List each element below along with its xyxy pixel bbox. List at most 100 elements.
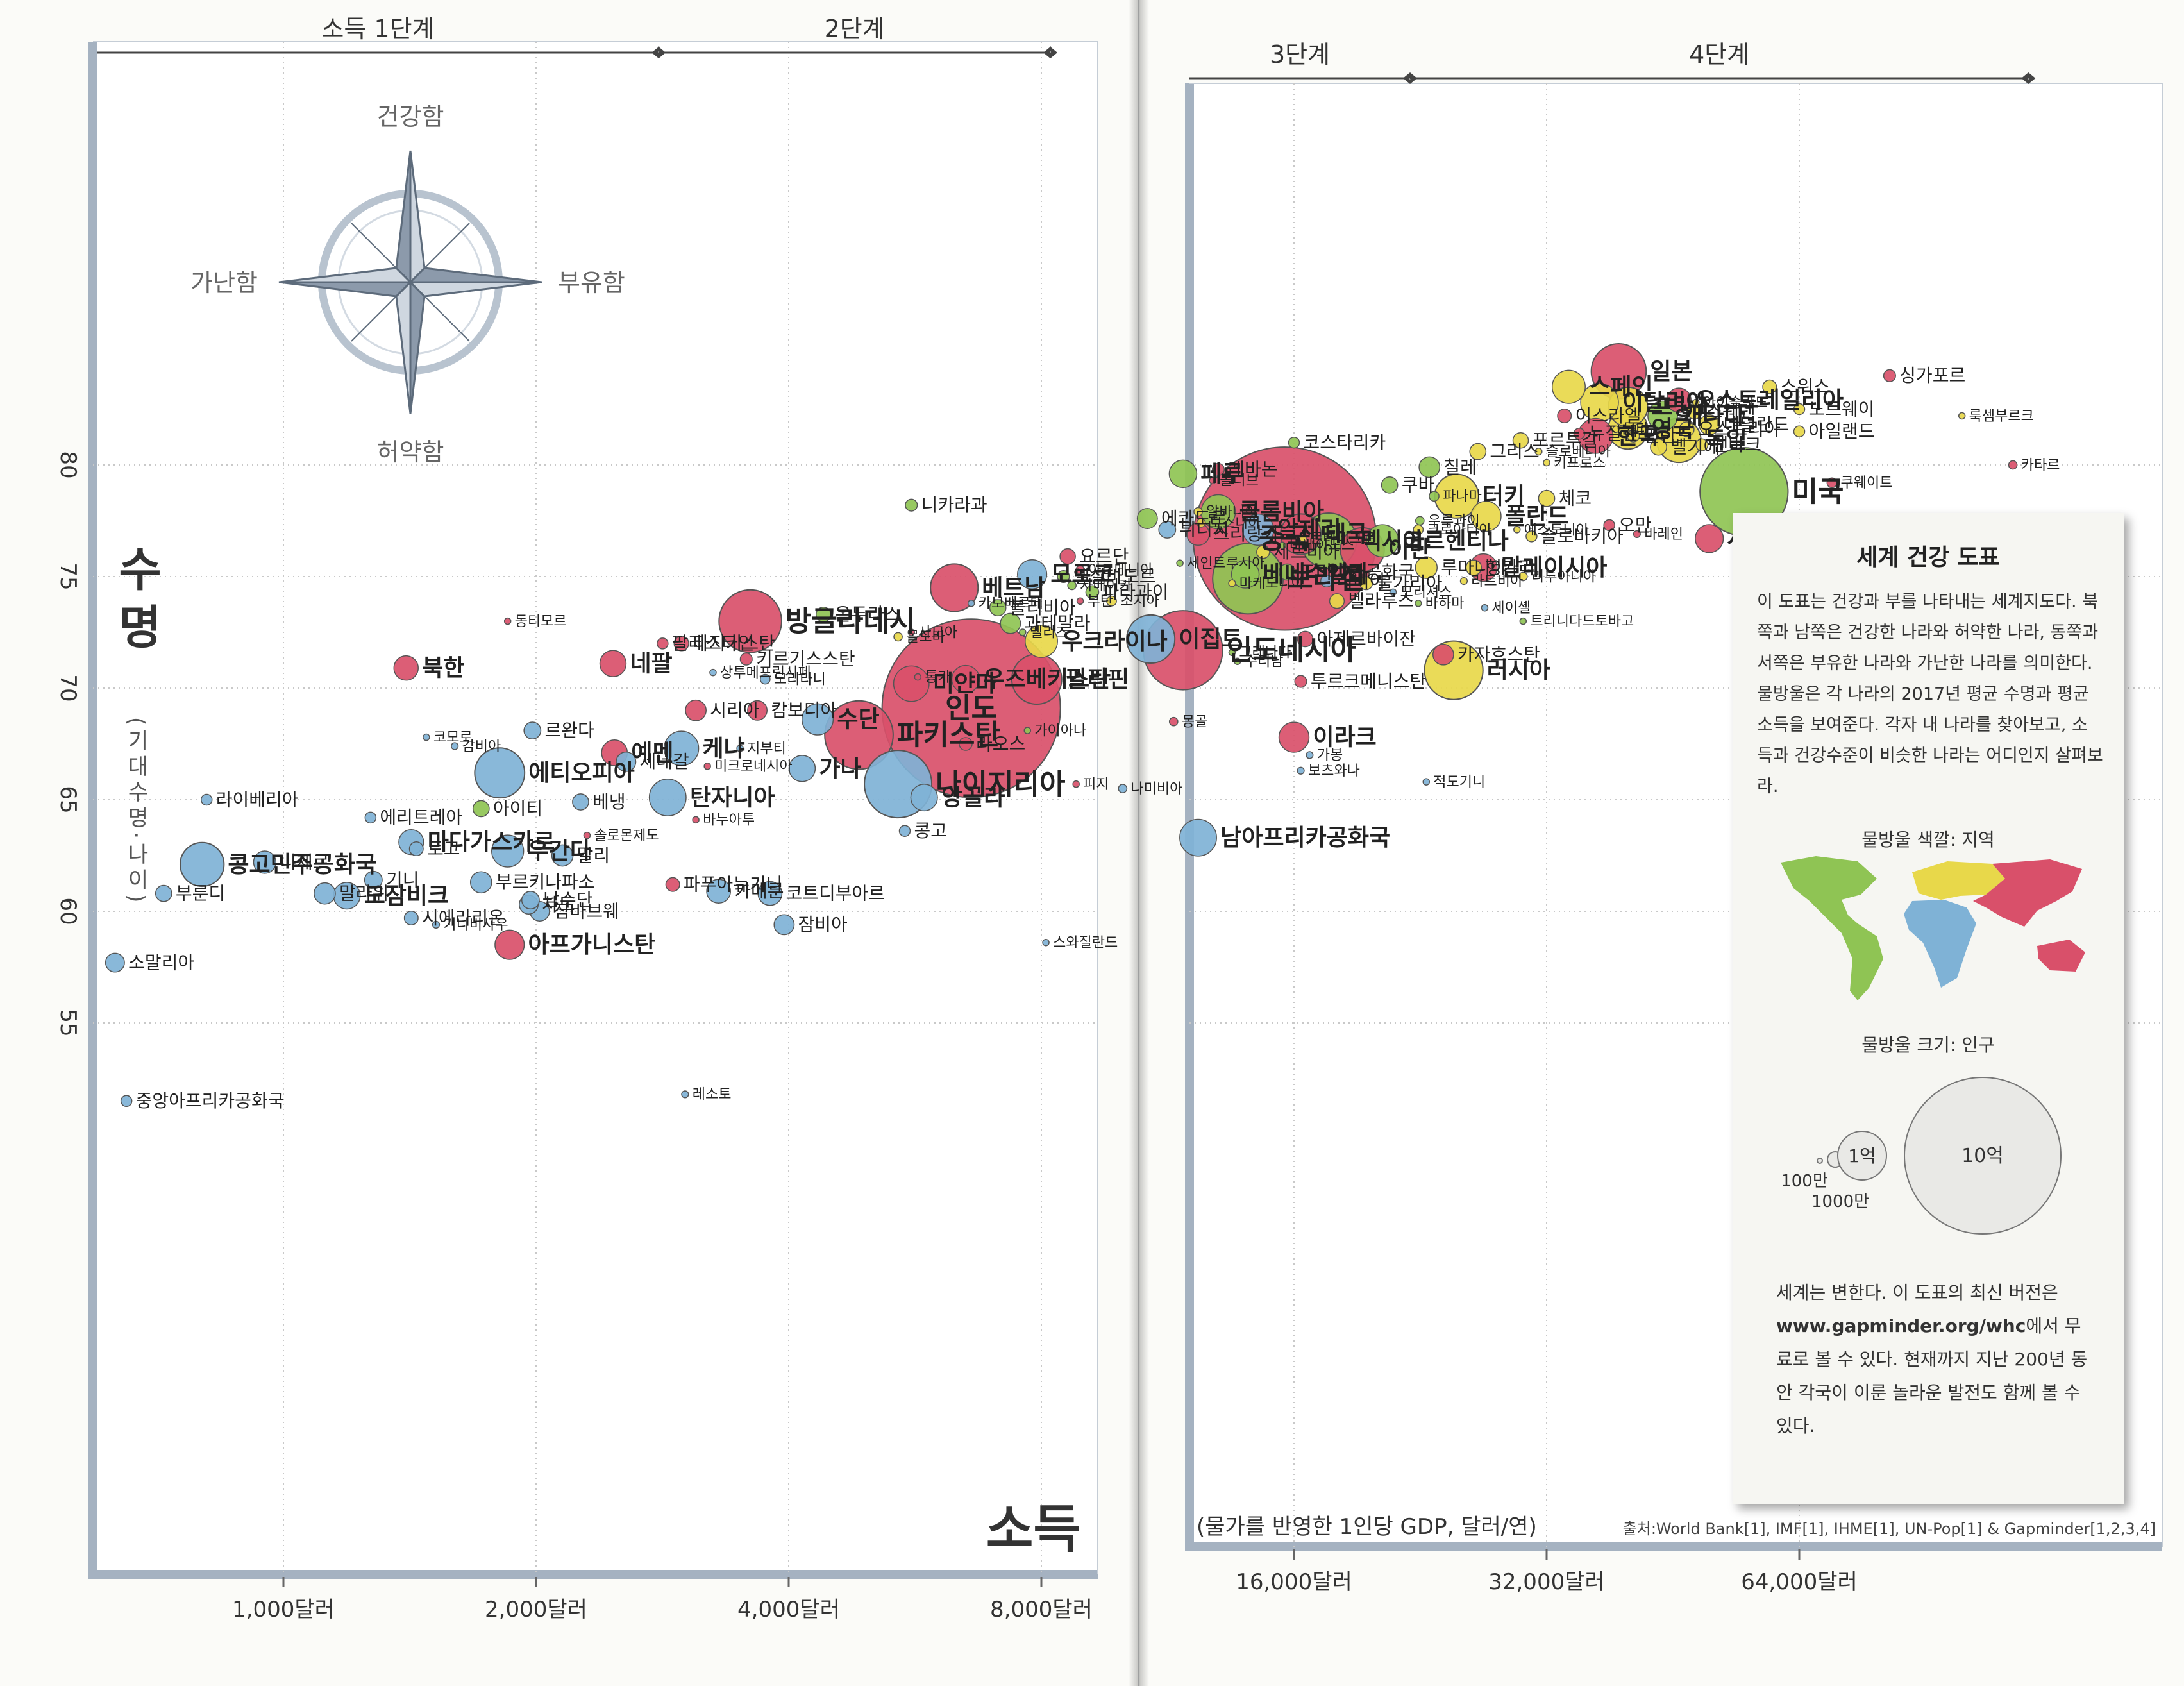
bubble bbox=[881, 618, 1061, 798]
y-tick-label: 80 bbox=[55, 451, 81, 478]
bubble-label: 오스트레일리아 bbox=[1695, 387, 1844, 414]
legend-description: 이 도표는 건강과 부를 나타내는 세계지도다. 북쪽과 남쪽은 건강한 나라와… bbox=[1757, 592, 2103, 797]
bubble bbox=[1279, 541, 1286, 550]
bubble bbox=[491, 834, 525, 868]
bubble-label: 몬테네그로 bbox=[1310, 531, 1375, 547]
bubble-label: 소말리아 bbox=[128, 952, 194, 973]
bubble bbox=[773, 914, 795, 936]
bubble bbox=[1381, 476, 1399, 494]
bubble bbox=[472, 800, 490, 818]
bubble bbox=[1085, 585, 1100, 600]
bubble bbox=[893, 665, 930, 702]
map-asia bbox=[1973, 859, 2082, 927]
bubble-label: 토고 bbox=[427, 838, 460, 859]
bubble-label: 적도기니 bbox=[1433, 774, 1485, 790]
bubble-label: 몰타 bbox=[1623, 422, 1649, 438]
bubble-label: 세르비아 bbox=[1273, 541, 1340, 562]
bubble-label: 오스트리아 bbox=[1698, 419, 1781, 440]
bubble-label: 아이슬란드 bbox=[1703, 395, 1768, 411]
bubble-label: 카타르 bbox=[2021, 457, 2060, 473]
bubble-label: 미크로네시아 bbox=[714, 759, 792, 775]
bubble-label: 아이티 bbox=[493, 798, 542, 819]
bubble-label: 브라질 bbox=[1287, 562, 1365, 595]
bubble bbox=[1573, 428, 1586, 440]
bubble-label: 스페인 bbox=[1589, 374, 1652, 400]
bubble bbox=[747, 700, 768, 721]
bubble bbox=[1075, 565, 1085, 575]
bubble-label: 체코 bbox=[1559, 488, 1592, 509]
bubble bbox=[1059, 548, 1076, 565]
bubble-label: 파키스탄 bbox=[897, 719, 1001, 752]
bubble-label: 우크라이나 bbox=[1061, 628, 1168, 655]
y-tick-label: 55 bbox=[55, 1009, 81, 1036]
bubble-label: 수리남 bbox=[1245, 654, 1284, 670]
bubble-label: 슬로베니아 bbox=[1546, 444, 1611, 460]
map-oceania bbox=[2037, 940, 2085, 972]
bubble bbox=[1279, 513, 1322, 555]
source-note: 출처:World Bank[1], IMF[1], IHME[1], UN-Po… bbox=[1623, 1520, 2156, 1538]
bubble bbox=[1329, 593, 1345, 609]
bubble bbox=[664, 730, 700, 766]
y-tick-label: 65 bbox=[55, 786, 81, 813]
bubble-label: 기니비사우 bbox=[443, 917, 508, 933]
bubble-label: 그리스 bbox=[1490, 441, 1539, 462]
x-tick-label: 4,000달러 bbox=[737, 1597, 840, 1623]
bubble bbox=[599, 650, 627, 677]
x-tick-label: 1,000달러 bbox=[232, 1597, 335, 1623]
bubble-label: 르완다 bbox=[544, 720, 594, 741]
bubble bbox=[1294, 675, 1307, 688]
gapminder-link[interactable]: www.gapminder.org/whc bbox=[1776, 1315, 2026, 1336]
bubble bbox=[967, 600, 975, 607]
bubble-label: 태국 bbox=[1325, 521, 1367, 548]
size-1b-label: 10억 bbox=[1961, 1145, 2004, 1167]
bubble-label: 리투아니아 bbox=[1531, 569, 1596, 585]
bubble bbox=[1513, 526, 1521, 534]
bubble bbox=[572, 793, 589, 811]
compass-north: 건강함 bbox=[377, 103, 444, 131]
bubble bbox=[673, 636, 689, 652]
bubble bbox=[1389, 588, 1397, 596]
bubble bbox=[1679, 421, 1695, 437]
bubble-label: 나이지리아 bbox=[936, 768, 1065, 800]
bubble-label: 불가리아 bbox=[1377, 573, 1443, 594]
bubble bbox=[1633, 530, 1641, 539]
bubble-label: 알바니아 bbox=[1206, 504, 1258, 520]
bubble-label: 몰디브 bbox=[1220, 473, 1259, 489]
bubble-label: 차드 bbox=[542, 894, 575, 915]
bubble bbox=[709, 668, 717, 677]
bubble bbox=[1883, 369, 1896, 382]
compass-west: 가난함 bbox=[190, 269, 258, 297]
legend-size-label: 물방울 크기: 인구 bbox=[1861, 1034, 1995, 1056]
bubble-label: 한국 bbox=[1617, 423, 1659, 450]
bubble bbox=[736, 745, 744, 752]
x-tick-label: 64,000달러 bbox=[1741, 1569, 1858, 1595]
bubble-label: 영국 bbox=[1652, 416, 1694, 443]
bubble bbox=[1125, 614, 1176, 664]
bubble bbox=[1076, 597, 1084, 605]
bubble-label: 터키 bbox=[1483, 484, 1525, 510]
bubble-label: 코트디부아르 bbox=[785, 882, 885, 904]
size-1m-label: 100만 bbox=[1781, 1172, 1828, 1191]
bubble bbox=[1695, 438, 1709, 451]
bubble-label: 말라위 bbox=[339, 882, 389, 904]
bubble bbox=[914, 673, 922, 681]
bubble bbox=[824, 700, 894, 770]
bubble bbox=[681, 1090, 689, 1099]
bubble bbox=[1612, 425, 1620, 434]
bubble-label: 가봉 bbox=[1317, 748, 1343, 764]
bubble bbox=[432, 920, 441, 929]
bubble-label: 에스토니아 bbox=[1524, 522, 1589, 538]
bubble bbox=[253, 850, 277, 874]
bubble-label: 베트남 bbox=[982, 575, 1045, 601]
bubble bbox=[1179, 818, 1217, 857]
bubble bbox=[1025, 624, 1058, 658]
bubble-label: 이집트 bbox=[1179, 626, 1242, 652]
bubble-label: 키프로스 bbox=[1554, 455, 1606, 471]
bubble bbox=[179, 841, 225, 888]
bubble bbox=[1512, 432, 1529, 449]
bubble-label: 몰도바 bbox=[906, 629, 945, 645]
bubble-label: 엘살바도르 bbox=[1073, 566, 1156, 587]
bubble-label: 코모로 bbox=[433, 730, 473, 746]
bubble-label: 네팔 bbox=[630, 651, 672, 677]
bubble-label: 감비아 bbox=[462, 739, 501, 755]
